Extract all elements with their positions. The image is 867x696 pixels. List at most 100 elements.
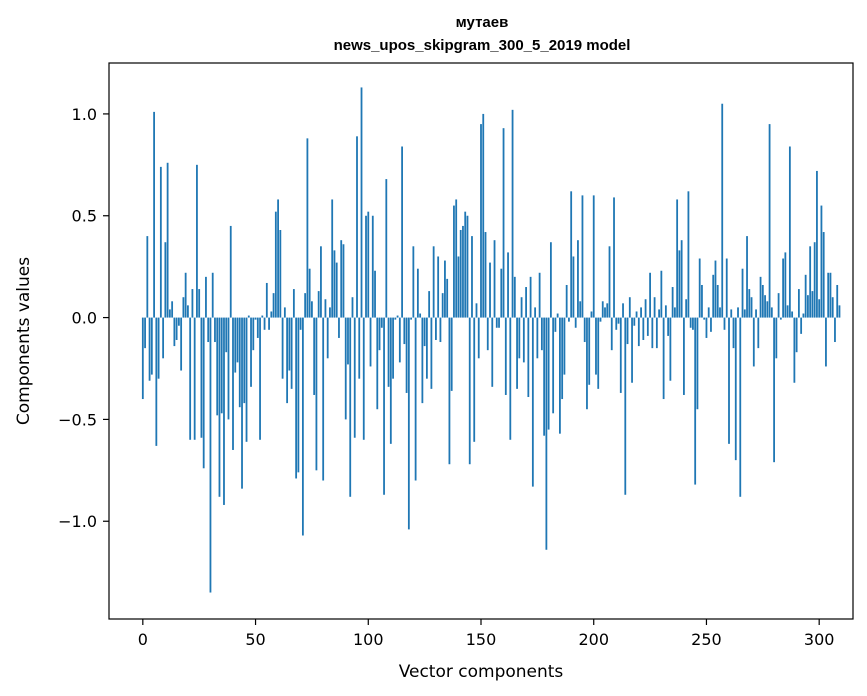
bar	[218, 317, 221, 497]
bar	[653, 297, 656, 318]
bar	[232, 317, 234, 450]
bar	[162, 317, 165, 359]
bar	[498, 317, 500, 328]
bar	[229, 225, 232, 318]
bar	[669, 317, 672, 381]
bar	[549, 242, 552, 318]
bar	[459, 230, 462, 318]
bar	[261, 315, 264, 318]
bar	[236, 317, 239, 363]
bar	[398, 317, 401, 363]
bar	[579, 301, 582, 318]
bar	[811, 291, 814, 318]
bar	[159, 166, 162, 318]
bar	[710, 317, 712, 332]
bar	[525, 287, 527, 318]
x-axis-label: Vector components	[399, 662, 564, 682]
bar	[507, 252, 509, 318]
bar	[189, 317, 192, 440]
bar	[320, 246, 322, 318]
y-tick-label: 0.0	[72, 309, 97, 328]
bar	[301, 317, 304, 536]
bar-series	[141, 87, 841, 593]
bar	[299, 317, 302, 330]
bar	[311, 301, 313, 318]
bar	[561, 317, 564, 400]
bar	[351, 297, 354, 318]
bar	[628, 297, 631, 318]
bar	[279, 230, 282, 318]
bar	[205, 276, 207, 318]
bar	[536, 317, 539, 359]
bar	[331, 199, 334, 318]
bar	[759, 276, 762, 318]
bar	[531, 317, 534, 487]
bar	[193, 317, 196, 440]
x-tick-label: 250	[691, 630, 722, 649]
x-tick-label: 0	[138, 630, 148, 649]
bar	[477, 317, 480, 359]
bar	[597, 317, 600, 389]
bar	[741, 268, 744, 318]
y-tick-label: −1.0	[58, 512, 97, 531]
bar	[428, 291, 431, 318]
bar	[595, 317, 597, 375]
bar	[268, 317, 270, 330]
bar	[270, 311, 273, 318]
bar	[200, 317, 203, 438]
bar	[272, 293, 275, 318]
x-tick-label: 100	[353, 630, 384, 649]
bar	[626, 317, 629, 345]
bar	[757, 317, 760, 349]
bar	[829, 272, 832, 318]
bar	[405, 317, 408, 393]
bar	[274, 211, 277, 318]
bar	[198, 289, 201, 318]
bar	[480, 124, 482, 318]
bar	[637, 317, 640, 347]
bar	[144, 317, 146, 349]
bar	[457, 256, 460, 318]
bar	[290, 317, 293, 389]
bar	[392, 317, 394, 379]
bar	[313, 317, 316, 395]
bar	[286, 317, 289, 404]
bar	[761, 284, 764, 318]
bar	[333, 250, 336, 318]
bar	[685, 299, 688, 318]
bar	[437, 256, 440, 318]
bar	[782, 258, 785, 318]
bar	[590, 311, 593, 318]
bar	[655, 317, 658, 349]
bar	[836, 284, 839, 318]
bar	[712, 274, 715, 318]
bar	[315, 317, 318, 471]
bar	[338, 317, 340, 338]
bar	[243, 317, 246, 404]
x-tick-label: 300	[804, 630, 835, 649]
x-tick-label: 150	[466, 630, 497, 649]
bar	[570, 191, 573, 318]
bar	[746, 236, 748, 318]
bar	[340, 240, 343, 318]
bar	[265, 282, 268, 318]
bar	[493, 240, 496, 318]
bar	[543, 317, 546, 436]
bar	[455, 199, 458, 318]
bar	[770, 307, 773, 318]
bar	[721, 103, 724, 318]
bar	[701, 284, 703, 318]
bar	[254, 317, 257, 320]
bar	[227, 317, 230, 420]
bar	[500, 268, 503, 318]
bar	[403, 317, 406, 345]
bar	[583, 317, 586, 343]
bar	[516, 317, 518, 389]
bar	[297, 317, 300, 473]
bar	[238, 317, 241, 408]
bar	[378, 317, 381, 351]
bar	[453, 205, 455, 318]
bar	[545, 317, 548, 550]
bar	[475, 303, 478, 318]
